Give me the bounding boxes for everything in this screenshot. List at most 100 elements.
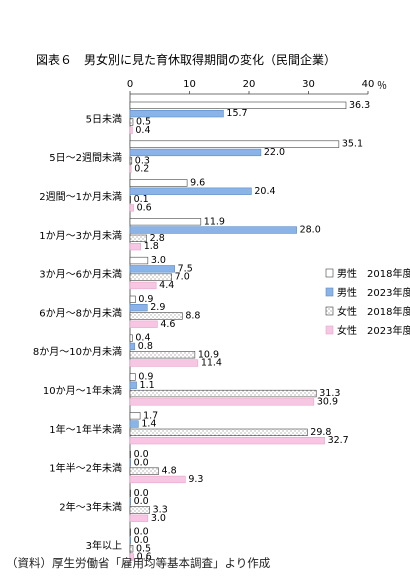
category-label: 10か月～1年未満: [43, 384, 122, 397]
bar: [129, 545, 134, 553]
data-label: 0.6: [137, 202, 152, 213]
legend-swatch: [325, 306, 334, 316]
bar: [129, 459, 131, 467]
data-label: 1.8: [144, 241, 159, 252]
data-label: 29.8: [310, 427, 331, 438]
bar: [129, 195, 131, 204]
data-label: 4.6: [160, 319, 175, 330]
data-label: 0.2: [134, 164, 149, 175]
x-tick-label: 30: [302, 79, 315, 90]
legend-swatch: [325, 287, 334, 297]
data-label: 0.6: [137, 552, 152, 563]
category-label: 6か月～8か月未満: [39, 307, 122, 319]
data-label: 0.0: [134, 488, 149, 499]
category-label: 8か月～10か月未満: [33, 346, 122, 358]
data-label: 11.9: [204, 216, 225, 227]
bar: [129, 475, 186, 484]
data-label: 3.0: [151, 513, 166, 524]
bar: [129, 373, 136, 381]
data-label: 0.1: [134, 194, 149, 205]
bar: [129, 334, 133, 342]
bar: [129, 179, 188, 187]
bar: [129, 101, 347, 109]
bar: [129, 140, 340, 148]
bar: [129, 359, 199, 367]
data-label: 0.4: [135, 125, 150, 136]
data-label: 4.8: [162, 466, 177, 477]
data-label: 31.3: [319, 388, 340, 399]
bar: [129, 157, 133, 165]
bar: [129, 187, 252, 195]
bar: [129, 514, 149, 522]
bar: [129, 312, 183, 320]
bar: [129, 351, 196, 359]
data-label: 15.7: [226, 108, 247, 119]
data-label: 9.6: [190, 178, 205, 189]
data-label: 0.3: [135, 155, 150, 166]
legend-label: 女性 2023年度: [337, 324, 410, 337]
category-label: 1年～1年半未満: [49, 423, 122, 436]
data-label: 10.9: [198, 349, 219, 360]
bar: [129, 467, 159, 475]
bar: [129, 381, 137, 389]
x-tick-label: 20: [243, 79, 256, 90]
data-label: 3.3: [153, 505, 168, 516]
bar: [129, 273, 172, 281]
source-note: （資料）厚生労働省「雇用均等基本調査」より作成: [6, 556, 271, 570]
data-label: 32.7: [328, 435, 349, 446]
bar: [129, 243, 142, 251]
data-label: 7.5: [178, 263, 193, 274]
legend-label: 男性 2023年度: [337, 286, 410, 299]
category-label: 3か月～6か月未満: [39, 269, 122, 281]
data-label: 0.0: [134, 535, 149, 546]
data-label: 22.0: [264, 147, 285, 158]
bar: [129, 528, 131, 536]
data-label: 36.3: [349, 100, 370, 111]
bar: [129, 506, 150, 514]
category-label: 1年半～2年未満: [49, 462, 122, 475]
x-tick-label: 10: [183, 79, 196, 90]
category-label: 2年～3年未満: [59, 500, 122, 513]
data-label: 1.4: [141, 419, 156, 430]
data-label: 0.0: [134, 457, 149, 468]
bar: [129, 295, 136, 303]
legend-label: 男性 2018年度: [337, 267, 410, 280]
category-label: 2週間～1か月未満: [39, 191, 122, 203]
category-label: 3年以上: [86, 539, 122, 552]
data-label: 1.1: [140, 380, 155, 391]
data-label: 0.0: [134, 527, 149, 538]
bar: [129, 398, 315, 406]
legend-swatch: [325, 268, 334, 278]
bar: [129, 320, 158, 328]
x-tick-label: 40: [362, 79, 375, 90]
bar: [129, 218, 202, 226]
bar: [129, 436, 325, 445]
data-label: 7.0: [175, 272, 190, 283]
data-label: 0.5: [136, 543, 151, 554]
chart-title: 図表６ 男女別に見た育休取得期間の変化（民間企業）: [36, 52, 336, 67]
data-label: 0.9: [138, 372, 153, 383]
bar: [129, 412, 141, 420]
unit-label: ％: [377, 81, 387, 92]
data-label: 3.0: [151, 255, 166, 266]
bar: [129, 497, 131, 506]
data-label: 0.0: [134, 449, 149, 460]
data-label: 2.8: [150, 233, 165, 244]
bar: [129, 342, 136, 351]
bar: [129, 165, 132, 173]
data-label: 11.4: [201, 358, 222, 369]
category-label: 5日未満: [86, 113, 122, 125]
bar: [129, 536, 131, 545]
bar: [129, 148, 262, 157]
category-label: 1か月～3か月未満: [39, 230, 122, 242]
data-label: 1.7: [143, 410, 158, 421]
data-label: 0.9: [138, 294, 153, 305]
bar: [129, 234, 147, 242]
data-label: 0.4: [135, 333, 150, 344]
data-label: 28.0: [300, 225, 321, 236]
legend-swatch: [325, 325, 334, 335]
bar: [129, 389, 317, 398]
category-label: 5日～2週間未満: [49, 152, 122, 164]
bar: [129, 110, 224, 118]
